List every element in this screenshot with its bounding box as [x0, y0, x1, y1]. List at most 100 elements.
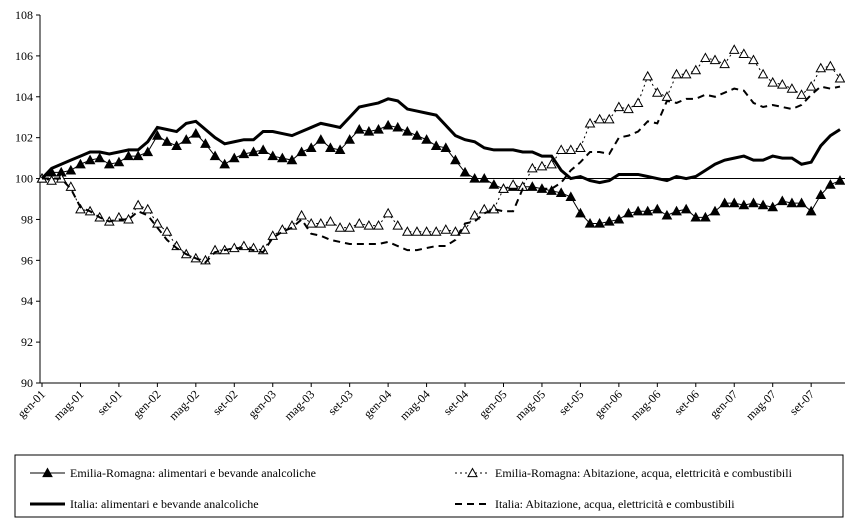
marker	[834, 72, 845, 83]
marker	[392, 220, 404, 230]
marker	[315, 134, 327, 144]
marker	[700, 211, 711, 222]
marker	[401, 126, 413, 136]
marker	[825, 60, 836, 71]
marker	[353, 123, 365, 134]
marker	[709, 205, 721, 216]
marker	[277, 224, 288, 234]
marker	[42, 467, 53, 478]
marker	[757, 199, 769, 210]
marker	[478, 173, 490, 183]
marker	[651, 87, 663, 97]
legend-label: Emilia-Romagna: alimentari e bevande ana…	[70, 466, 316, 480]
marker	[507, 179, 519, 189]
marker	[469, 209, 481, 220]
marker	[286, 154, 298, 165]
marker	[786, 83, 798, 93]
y-tick-label: 102	[15, 131, 33, 145]
marker	[430, 226, 442, 236]
marker	[728, 197, 740, 208]
marker	[363, 126, 375, 136]
y-tick-label: 94	[21, 294, 33, 308]
x-tick-label: gen-07	[707, 387, 740, 420]
legend-label: Italia: alimentari e bevande analcoliche	[70, 497, 259, 511]
x-tick-label: set-02	[210, 387, 241, 418]
marker	[209, 150, 221, 161]
marker	[267, 150, 279, 161]
marker	[825, 179, 836, 189]
marker	[565, 144, 577, 155]
marker	[526, 162, 538, 173]
marker	[709, 54, 721, 65]
x-tick-label: set-03	[325, 387, 356, 418]
marker	[411, 130, 423, 140]
x-tick-label: gen-04	[361, 387, 394, 420]
y-tick-label: 96	[21, 253, 33, 267]
x-tick-label: mag-03	[282, 387, 318, 423]
x-tick-label: gen-06	[592, 387, 625, 420]
marker	[623, 103, 634, 114]
x-tick-label: mag-07	[743, 387, 779, 423]
marker	[632, 97, 644, 108]
marker	[277, 152, 288, 163]
marker	[459, 166, 471, 177]
marker	[228, 152, 240, 163]
marker	[815, 62, 827, 73]
marker	[613, 101, 625, 112]
x-tick-label: gen-02	[130, 387, 163, 420]
marker	[219, 158, 231, 169]
marker	[132, 199, 144, 210]
series-line	[41, 124, 841, 225]
series-line	[41, 49, 841, 261]
marker	[661, 91, 673, 101]
y-tick-label: 108	[15, 8, 33, 22]
marker	[123, 150, 134, 161]
marker	[373, 123, 384, 134]
marker	[190, 128, 202, 138]
y-tick-label: 98	[21, 212, 33, 226]
marker	[594, 218, 605, 228]
series-line	[42, 85, 841, 264]
marker	[700, 52, 711, 63]
marker	[161, 136, 173, 146]
marker	[555, 144, 567, 155]
marker	[373, 220, 384, 230]
marker	[325, 142, 336, 152]
marker	[632, 205, 644, 216]
marker	[651, 203, 663, 214]
marker	[748, 54, 759, 65]
marker	[671, 68, 682, 79]
marker	[584, 117, 596, 128]
marker	[75, 203, 86, 214]
x-tick-label: gen-03	[245, 387, 278, 420]
marker	[575, 142, 586, 152]
series	[40, 97, 841, 185]
marker	[469, 173, 481, 183]
x-tick-label: gen-05	[476, 387, 509, 420]
marker	[103, 158, 115, 169]
marker	[200, 138, 211, 148]
marker	[353, 218, 365, 228]
y-tick-label: 100	[15, 172, 33, 186]
marker	[680, 68, 692, 79]
series	[42, 85, 841, 264]
marker	[786, 197, 798, 208]
marker	[757, 68, 769, 79]
marker	[642, 70, 654, 81]
legend-label: Emilia-Romagna: Abitazione, acqua, elett…	[495, 466, 793, 480]
marker	[450, 154, 461, 165]
marker	[805, 205, 817, 216]
marker	[575, 207, 586, 218]
marker	[411, 226, 423, 236]
marker	[536, 160, 548, 171]
y-tick-label: 104	[15, 90, 33, 104]
marker	[75, 158, 86, 169]
legend-box	[14, 454, 844, 518]
series-line	[40, 97, 841, 185]
x-tick-label: mag-01	[51, 387, 87, 423]
marker	[796, 89, 807, 99]
marker	[488, 179, 500, 189]
marker	[344, 222, 356, 232]
marker	[180, 134, 192, 144]
marker	[805, 81, 817, 91]
